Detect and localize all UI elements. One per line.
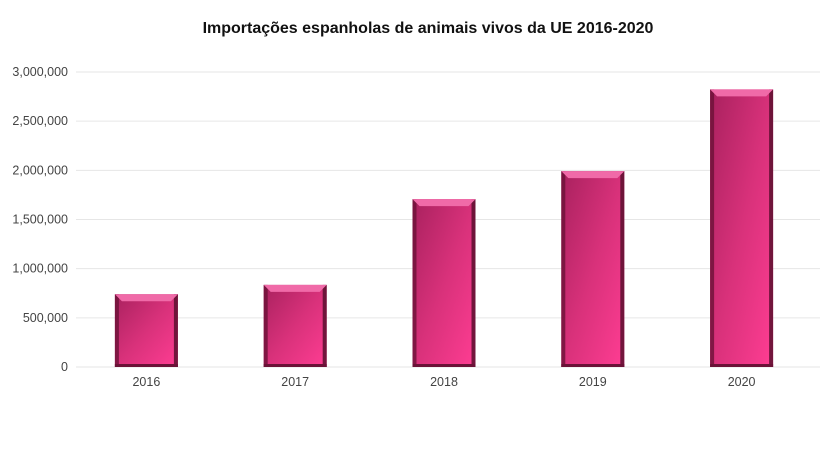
bar [263,284,327,367]
bar [412,199,476,367]
bar-bevel-top [561,171,625,179]
y-tick-label: 2,500,000 [12,114,68,128]
bar-edge-right [620,171,625,367]
y-tick-label: 3,000,000 [12,65,68,79]
y-tick-label: 2,000,000 [12,163,68,177]
y-tick-label: 1,000,000 [12,262,68,276]
x-tick-label: 2019 [579,375,607,389]
bar-edge-bottom [263,364,327,367]
bar-2018 [412,199,476,367]
bar [114,294,178,367]
y-tick-label: 1,500,000 [12,213,68,227]
bar-2020 [710,89,774,367]
bar-edge-bottom [710,364,774,367]
bar-edge-left [412,199,417,367]
bar-bevel-top [263,284,327,292]
chart-title: Importações espanholas de animais vivos … [202,20,654,37]
bar-bevel-top [114,294,178,302]
y-tick-label: 0 [61,360,68,374]
bar-edge-right [769,89,774,367]
bar-edge-bottom [412,364,476,367]
bar-edge-left [114,294,119,367]
bar-bevel-top [710,89,774,97]
bar-edge-left [561,171,566,367]
bar-edge-left [710,89,715,367]
x-tick-label: 2020 [728,375,756,389]
bar-2017 [263,284,327,367]
bar-edge-bottom [561,364,625,367]
bar [710,89,774,367]
bar-2016 [114,294,178,367]
bar-bevel-top [412,199,476,207]
bar-2019 [561,171,625,367]
y-tick-label: 500,000 [23,311,68,325]
x-tick-label: 2018 [430,375,458,389]
bar-edge-right [471,199,476,367]
bar-edge-right [173,294,178,367]
bar-edge-bottom [114,364,178,367]
x-tick-label: 2017 [281,375,309,389]
x-tick-label: 2016 [132,375,160,389]
bar [561,171,625,367]
bar-edge-right [322,284,327,367]
bar-edge-left [263,284,268,367]
